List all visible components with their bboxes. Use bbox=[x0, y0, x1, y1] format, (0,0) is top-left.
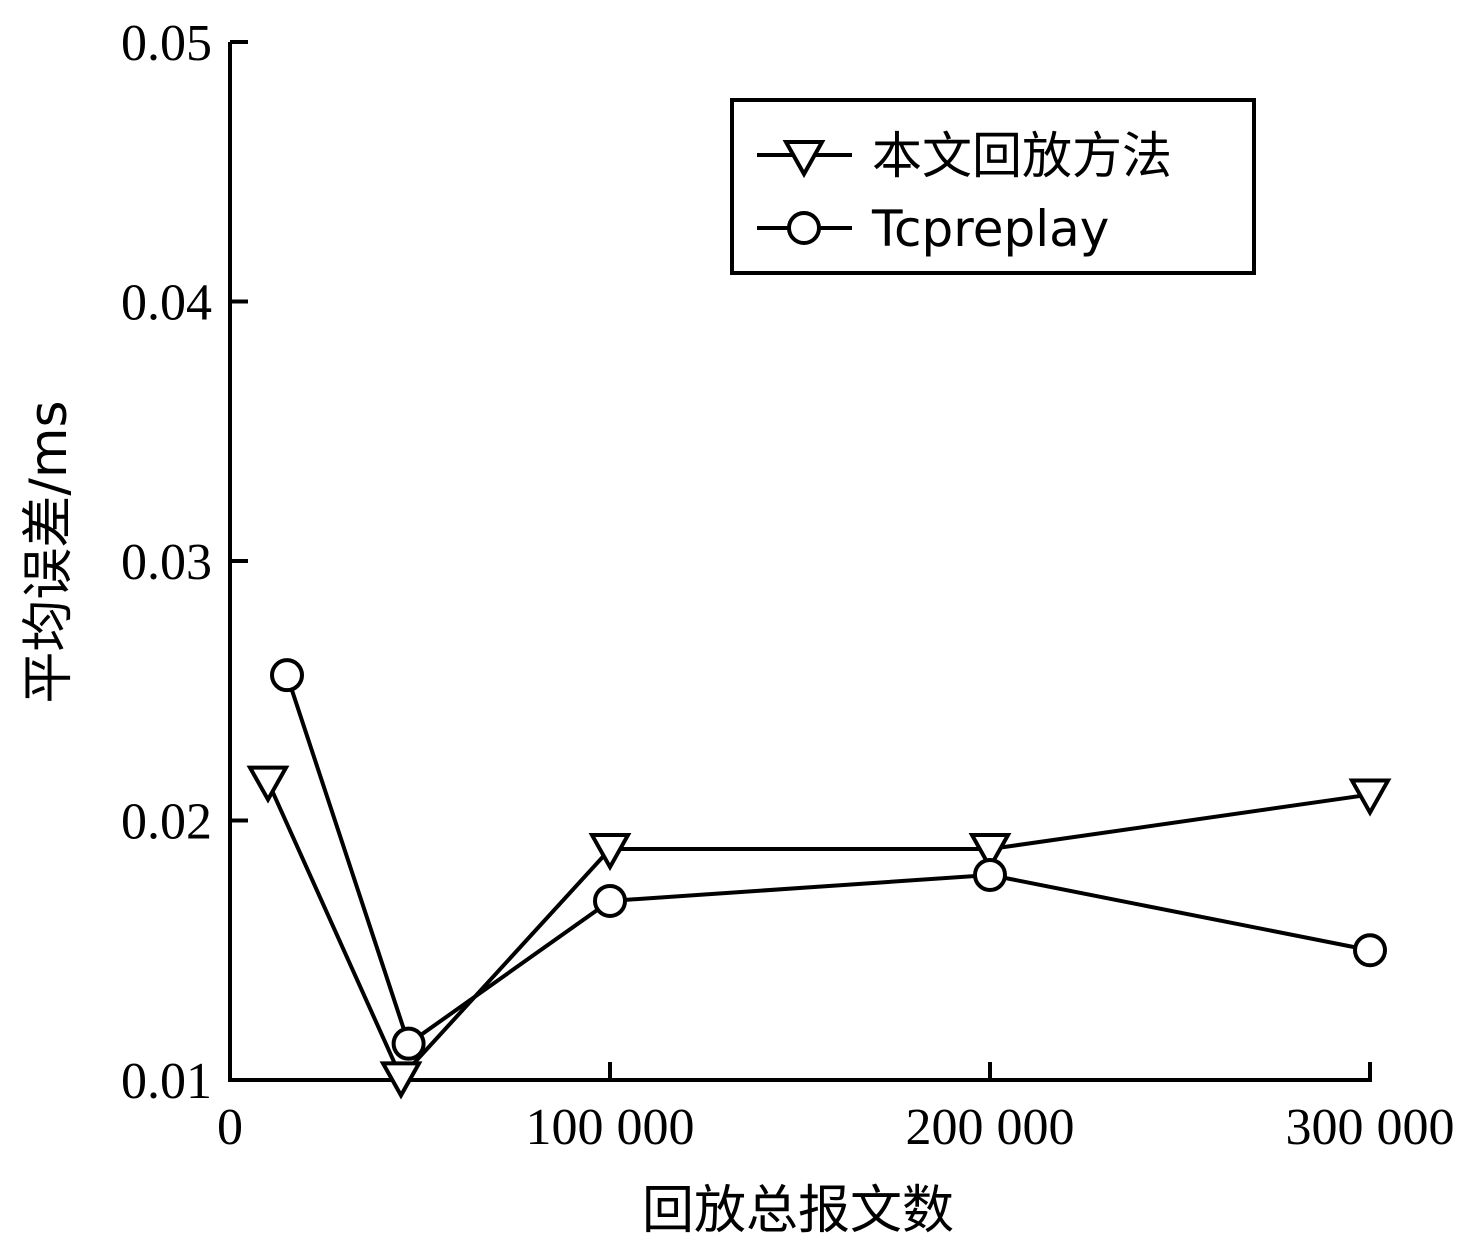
legend-marker-ours bbox=[782, 140, 826, 179]
series-tcpreplay bbox=[270, 658, 1387, 1061]
series-line bbox=[266, 780, 1371, 1081]
data-point bbox=[1353, 933, 1387, 968]
data-point bbox=[588, 833, 632, 872]
legend-label-ours: 本文回放方法 bbox=[872, 127, 1172, 185]
series-ours bbox=[246, 765, 1392, 1100]
data-point bbox=[379, 1061, 423, 1100]
y-tick-label: 0.01 bbox=[121, 1053, 212, 1110]
x-tick-label: 300 000 bbox=[1286, 1099, 1455, 1156]
series-layer bbox=[246, 658, 1392, 1100]
data-point bbox=[593, 883, 627, 918]
y-tick-label: 0.02 bbox=[121, 794, 212, 851]
data-point bbox=[1348, 778, 1392, 817]
legend-box bbox=[730, 98, 1256, 275]
data-point bbox=[391, 1026, 426, 1061]
series-line bbox=[285, 674, 1371, 1047]
legend: 本文回放方法 Tcpreplay bbox=[730, 98, 1256, 275]
legend-marker-tcpreplay bbox=[787, 211, 821, 245]
data-point bbox=[968, 833, 1012, 872]
y-tick-label: 0.04 bbox=[121, 275, 212, 332]
legend-marker-symbol bbox=[782, 140, 826, 179]
x-tick-label: 200 000 bbox=[906, 1099, 1075, 1156]
x-tick-label: 0 bbox=[217, 1099, 243, 1156]
legend-marker-symbol bbox=[787, 211, 821, 245]
ticks: 0.01 0.02 0.03 0.04 0.05 0 100 000 200 000 300 0… bbox=[121, 15, 1455, 1156]
y-axis-title: 平均误差/ms bbox=[19, 400, 79, 703]
x-tick-label: 100 000 bbox=[526, 1099, 695, 1156]
data-point bbox=[270, 658, 304, 693]
legend-label-tcpreplay: Tcpreplay bbox=[871, 200, 1109, 258]
y-tick-label: 0.03 bbox=[121, 534, 212, 591]
data-point bbox=[246, 765, 290, 804]
data-point bbox=[973, 857, 1007, 892]
y-tick-label: 0.05 bbox=[121, 15, 212, 72]
x-axis-title: 回放总报文数 bbox=[642, 1181, 954, 1241]
